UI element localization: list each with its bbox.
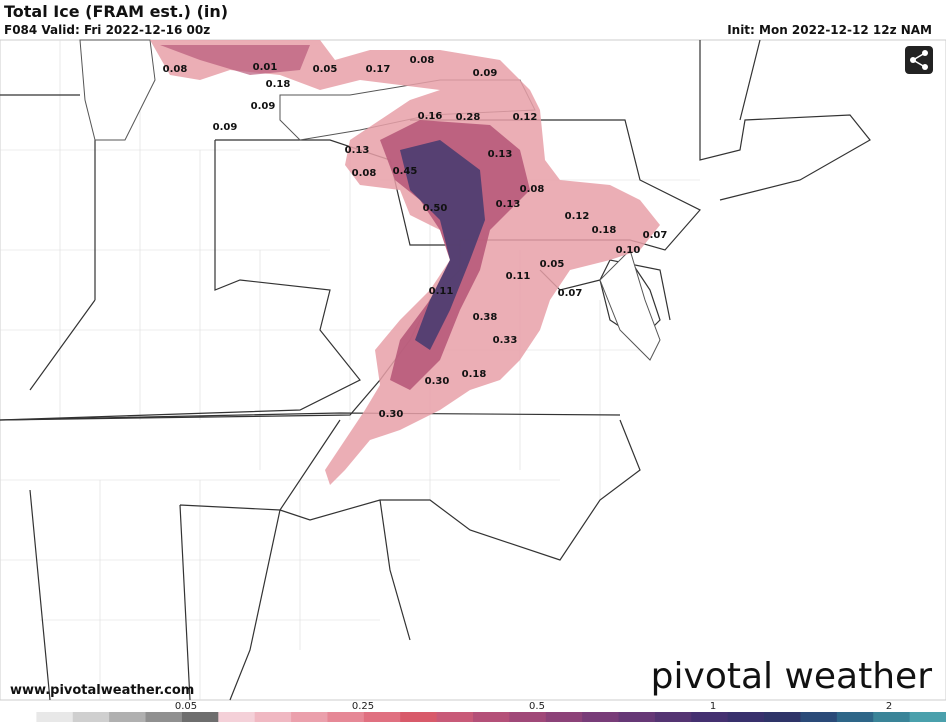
- colorbar-swatch: [181, 712, 219, 722]
- colorbar-swatch: [145, 712, 183, 722]
- colorbar-label: 0.05: [175, 701, 197, 712]
- colorbar-label: 2: [886, 701, 892, 712]
- ice-label: 0.50: [423, 203, 448, 214]
- ice-label: 0.12: [565, 211, 590, 222]
- ice-label: 0.28: [456, 112, 481, 123]
- ice-label: 0.18: [266, 79, 291, 90]
- colorbar-swatch: [727, 712, 765, 722]
- colorbar-swatch: [327, 712, 365, 722]
- state-borders: [0, 39, 871, 701]
- colorbar-swatch: [873, 712, 911, 722]
- colorbar-swatch: [254, 712, 292, 722]
- ice-label: 0.13: [488, 149, 513, 160]
- share-button[interactable]: [905, 46, 933, 74]
- ice-label: 0.12: [513, 112, 538, 123]
- colorbar-swatch: [0, 712, 37, 722]
- colorbar-swatch: [909, 712, 946, 722]
- colorbar-label: 1: [710, 701, 716, 712]
- ice-label: 0.18: [462, 369, 487, 380]
- ice-label: 0.16: [418, 111, 443, 122]
- chesapeake: [599, 249, 661, 361]
- ice-label: 0.33: [493, 335, 518, 346]
- ice-label: 0.08: [163, 64, 188, 75]
- ice-label: 0.30: [425, 376, 450, 387]
- ice-label: 0.11: [429, 286, 454, 297]
- ice-label: 0.07: [558, 288, 583, 299]
- website: www.pivotalweather.com: [10, 683, 194, 698]
- colorbar-swatch: [800, 712, 838, 722]
- ice-label: 0.17: [366, 64, 391, 75]
- colorbar-label: 0.5: [529, 701, 545, 712]
- ice-label: 0.05: [540, 259, 565, 270]
- colorbar-swatch: [109, 712, 147, 722]
- ice-label: 0.13: [496, 199, 521, 210]
- ice-label: 0.38: [473, 312, 498, 323]
- colorbar-swatch: [764, 712, 801, 722]
- title: Total Ice (FRAM est.) (in): [4, 2, 229, 21]
- colorbar-swatch: [691, 712, 729, 722]
- colorbar-swatch: [473, 712, 510, 722]
- colorbar-swatch: [509, 712, 547, 722]
- share-icon: [910, 50, 928, 70]
- ice-label: 0.08: [352, 168, 377, 179]
- colorbar: 0.05 0.25 0.5 1 2: [0, 701, 946, 722]
- ice-label: 0.13: [345, 145, 370, 156]
- colorbar-swatch: [582, 712, 620, 722]
- ice-label: 0.45: [393, 166, 418, 177]
- colorbar-label: 0.25: [352, 701, 374, 712]
- ice-shading: [150, 40, 660, 485]
- ice-label: 0.30: [379, 409, 404, 420]
- colorbar-swatch: [436, 712, 474, 722]
- ice-label: 0.09: [473, 68, 498, 79]
- ice-labels: 0.08 0.01 0.05 0.17 0.08 0.09 0.18 0.09 0.09 0.16…: [163, 55, 668, 420]
- ice-label: 0.11: [506, 271, 531, 282]
- colorbar-swatch: [836, 712, 874, 722]
- colorbar-swatch: [400, 712, 438, 722]
- valid-time: F084 Valid: Fri 2022-12-16 00z: [4, 23, 211, 37]
- colorbar-swatch: [291, 712, 328, 722]
- ice-label: 0.08: [410, 55, 435, 66]
- colorbar-swatch: [545, 712, 583, 722]
- colorbar-swatch: [36, 712, 74, 722]
- ice-label: 0.05: [313, 64, 338, 75]
- colorbar-swatch: [654, 712, 692, 722]
- colorbar-swatch: [363, 712, 401, 722]
- init-time: Init: Mon 2022-12-12 12z NAM: [727, 23, 932, 37]
- ice-label: 0.18: [592, 225, 617, 236]
- colorbar-swatch: [218, 712, 256, 722]
- ice-label: 0.09: [213, 122, 238, 133]
- colorbar-swatch: [72, 712, 110, 722]
- logo: pivotal weather: [651, 656, 933, 697]
- colorbar-swatch: [618, 712, 656, 722]
- ice-label: 0.07: [643, 230, 668, 241]
- ice-label: 0.01: [253, 62, 278, 73]
- ice-label: 0.09: [251, 101, 276, 112]
- ice-label: 0.10: [616, 245, 641, 256]
- ice-label: 0.08: [520, 184, 545, 195]
